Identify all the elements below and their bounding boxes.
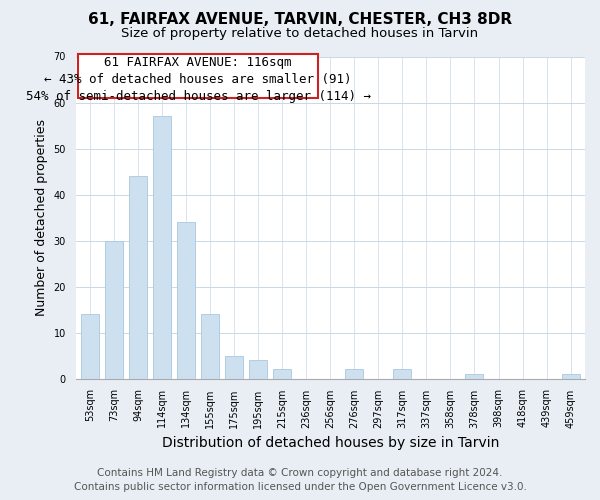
Bar [273, 370, 291, 378]
Bar [562, 374, 580, 378]
Bar [129, 176, 147, 378]
Bar [153, 116, 171, 378]
Text: Contains HM Land Registry data © Crown copyright and database right 2024.
Contai: Contains HM Land Registry data © Crown c… [74, 468, 526, 492]
Bar [81, 314, 99, 378]
Bar [394, 370, 412, 378]
Bar [225, 356, 243, 378]
Bar [466, 374, 484, 378]
Y-axis label: Number of detached properties: Number of detached properties [35, 119, 48, 316]
Bar [249, 360, 267, 378]
Bar [201, 314, 219, 378]
Text: Size of property relative to detached houses in Tarvin: Size of property relative to detached ho… [121, 28, 479, 40]
Text: 61 FAIRFAX AVENUE: 116sqm
← 43% of detached houses are smaller (91)
54% of semi-: 61 FAIRFAX AVENUE: 116sqm ← 43% of detac… [26, 56, 371, 103]
X-axis label: Distribution of detached houses by size in Tarvin: Distribution of detached houses by size … [161, 436, 499, 450]
FancyBboxPatch shape [78, 54, 319, 98]
Text: 61, FAIRFAX AVENUE, TARVIN, CHESTER, CH3 8DR: 61, FAIRFAX AVENUE, TARVIN, CHESTER, CH3… [88, 12, 512, 28]
Bar [105, 240, 123, 378]
Bar [177, 222, 195, 378]
Bar [346, 370, 364, 378]
